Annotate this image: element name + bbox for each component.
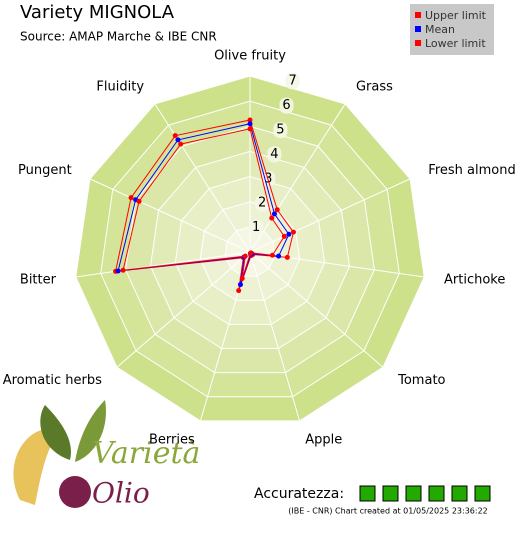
- accuracy-square: [451, 485, 468, 502]
- series-point: [115, 268, 121, 274]
- legend-label: Upper limit: [425, 9, 487, 22]
- accuracy-square: [359, 485, 376, 502]
- category-label: Fresh almond: [428, 163, 515, 178]
- axis-spoke: [116, 251, 251, 368]
- category-label: Apple: [305, 433, 342, 448]
- logo-shape: [13, 428, 60, 505]
- tick-label-bg: [249, 219, 264, 236]
- series-point: [120, 267, 126, 273]
- series-point: [242, 253, 248, 259]
- series-point: [237, 282, 243, 288]
- axis-spoke: [249, 251, 384, 368]
- series-point: [172, 133, 178, 139]
- category-label: Grass: [356, 80, 393, 95]
- category-label: Bitter: [20, 272, 57, 287]
- accuracy-label: Accuratezza:: [254, 486, 344, 502]
- category-label: Berries: [149, 433, 195, 448]
- legend-label: Mean: [425, 23, 455, 36]
- tick-label-bg: [285, 73, 300, 90]
- accuracy-square: [474, 485, 491, 502]
- tick-label-bg: [279, 97, 294, 114]
- series-point: [247, 250, 253, 256]
- chart-subtitle: Source: AMAP Marche & IBE CNR: [20, 30, 217, 44]
- legend-swatch: [415, 40, 421, 46]
- series-point: [236, 288, 242, 294]
- legend-swatch: [415, 12, 421, 18]
- series-point: [274, 207, 280, 213]
- series-point: [247, 126, 253, 132]
- tick-label-bg: [267, 146, 282, 163]
- logo-word: Varietà: [92, 436, 200, 471]
- series-point: [239, 276, 245, 282]
- legend-swatch: [415, 26, 421, 32]
- series-point: [247, 121, 253, 127]
- axis-spoke: [249, 251, 301, 422]
- category-label: Aromatic herbs: [3, 373, 102, 388]
- series-point: [271, 211, 277, 217]
- r-tick-label: 7: [288, 74, 296, 89]
- series-point: [178, 141, 184, 147]
- r-tick-label: 6: [282, 98, 290, 113]
- r-tick-label: 4: [270, 147, 278, 162]
- series-point: [286, 231, 292, 237]
- axis-spoke: [89, 178, 251, 253]
- category-label: Tomato: [397, 373, 445, 388]
- series-point: [281, 233, 287, 239]
- r-tick-label: 5: [276, 123, 284, 138]
- logo: Varietà Olio: [13, 400, 200, 510]
- chart-title: Variety MIGNOLA: [20, 2, 175, 23]
- category-label: Olive fruity: [214, 49, 286, 64]
- logo-word: Olio: [92, 477, 150, 510]
- series-point: [128, 195, 134, 201]
- accuracy-square: [382, 485, 399, 502]
- tick-label-bg: [273, 122, 288, 139]
- logo-leaf: [75, 400, 106, 462]
- series-point: [269, 252, 275, 258]
- accuracy-square: [405, 485, 422, 502]
- legend-label: Lower limit: [425, 37, 486, 50]
- category-label: Fluidity: [96, 80, 144, 95]
- axis-spoke: [154, 103, 251, 253]
- series-point: [276, 253, 282, 259]
- series-line: [122, 128, 285, 279]
- series-point: [247, 117, 253, 123]
- series-point: [269, 215, 275, 221]
- legend-box: [410, 4, 494, 55]
- r-tick-label: 2: [258, 196, 266, 211]
- series-point: [136, 198, 142, 204]
- logo-leaf: [40, 405, 71, 460]
- accuracy-square: [428, 485, 445, 502]
- series-point: [175, 137, 181, 143]
- tick-label-bg: [255, 195, 270, 212]
- r-tick-label: 1: [252, 220, 260, 235]
- axis-spoke: [249, 178, 411, 253]
- footer: (IBE - CNR) Chart created at 01/05/2025 …: [288, 507, 488, 516]
- series-point: [284, 254, 290, 260]
- logo-olive: [59, 476, 91, 508]
- axis-spoke: [75, 251, 251, 278]
- axis-spoke: [249, 103, 346, 253]
- series-point: [290, 229, 296, 235]
- category-label: Pungent: [18, 163, 72, 178]
- category-label: Artichoke: [444, 272, 505, 287]
